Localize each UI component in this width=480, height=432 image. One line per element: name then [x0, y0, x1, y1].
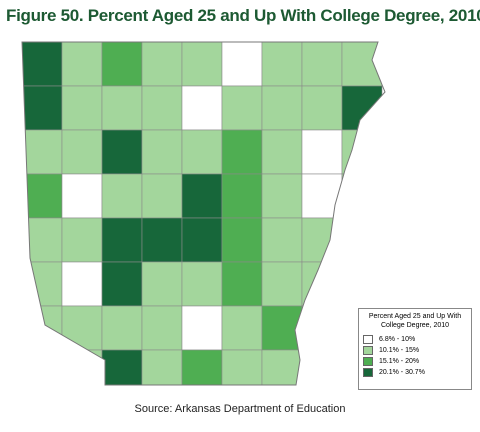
county: [181, 217, 223, 263]
county: [221, 349, 263, 385]
county: [181, 85, 223, 131]
county: [301, 349, 343, 385]
county: [221, 129, 263, 175]
county: [61, 85, 103, 131]
county: [221, 305, 263, 351]
state-outline: [21, 41, 386, 386]
county: [61, 349, 103, 385]
county: [141, 129, 183, 175]
county: [221, 85, 263, 131]
county: [301, 173, 343, 219]
county: [301, 261, 343, 307]
county: [22, 217, 63, 263]
county: [22, 349, 63, 385]
legend-label: 6.8% - 10%: [379, 336, 416, 343]
county: [101, 173, 143, 219]
county: [61, 305, 103, 351]
county: [22, 85, 63, 131]
county: [221, 42, 263, 87]
county: [341, 217, 383, 263]
county: [141, 261, 183, 307]
legend-items: 6.8% - 10% 10.1% - 15% 15.1% - 20% 20.1% - …: [363, 334, 467, 378]
county: [261, 85, 303, 131]
county: [341, 261, 383, 307]
county: [101, 349, 143, 385]
county: [221, 217, 263, 263]
county: [221, 261, 263, 307]
legend-swatch: [363, 346, 373, 355]
county: [181, 261, 223, 307]
county: [141, 42, 183, 87]
county: [61, 261, 103, 307]
legend-swatch: [363, 368, 373, 377]
county: [101, 261, 143, 307]
county: [141, 85, 183, 131]
county: [221, 173, 263, 219]
county: [181, 349, 223, 385]
county: [22, 129, 63, 175]
county: [261, 261, 303, 307]
legend-item: 10.1% - 15%: [363, 345, 467, 356]
legend-label: 15.1% - 20%: [379, 358, 420, 365]
county: [301, 129, 343, 175]
county: [61, 217, 103, 263]
county: [101, 217, 143, 263]
county: [22, 261, 63, 307]
legend-item: 6.8% - 10%: [363, 334, 467, 345]
legend-swatch: [363, 357, 373, 366]
county: [301, 85, 343, 131]
legend-swatch: [363, 335, 373, 344]
counties: [22, 42, 383, 385]
county: [101, 305, 143, 351]
county: [181, 129, 223, 175]
county: [181, 42, 223, 87]
county: [141, 305, 183, 351]
county: [141, 173, 183, 219]
county: [141, 349, 183, 385]
county: [141, 217, 183, 263]
legend: Percent Aged 25 and Up With College Degr…: [358, 308, 472, 390]
county: [181, 305, 223, 351]
county: [101, 85, 143, 131]
county: [261, 217, 303, 263]
county: [341, 129, 383, 175]
county: [61, 129, 103, 175]
county: [61, 42, 103, 87]
county: [301, 217, 343, 263]
county: [341, 85, 383, 131]
county: [301, 42, 343, 87]
county: [101, 129, 143, 175]
county: [181, 173, 223, 219]
county: [261, 129, 303, 175]
county: [301, 305, 343, 351]
county: [101, 42, 143, 87]
county: [261, 42, 303, 87]
county: [61, 173, 103, 219]
legend-item: 15.1% - 20%: [363, 356, 467, 367]
title: Figure 50. Percent Aged 25 and Up With C…: [6, 6, 480, 25]
county: [341, 173, 383, 219]
source: Source: Arkansas Department of Education: [134, 403, 346, 415]
legend-label: 10.1% - 15%: [379, 347, 420, 354]
legend-title: Percent Aged 25 and Up With College Degr…: [368, 313, 462, 329]
county: [22, 42, 63, 87]
legend-label: 20.1% - 30.7%: [379, 369, 425, 376]
county: [261, 173, 303, 219]
legend-item: 20.1% - 30.7%: [363, 367, 467, 378]
county: [261, 349, 303, 385]
